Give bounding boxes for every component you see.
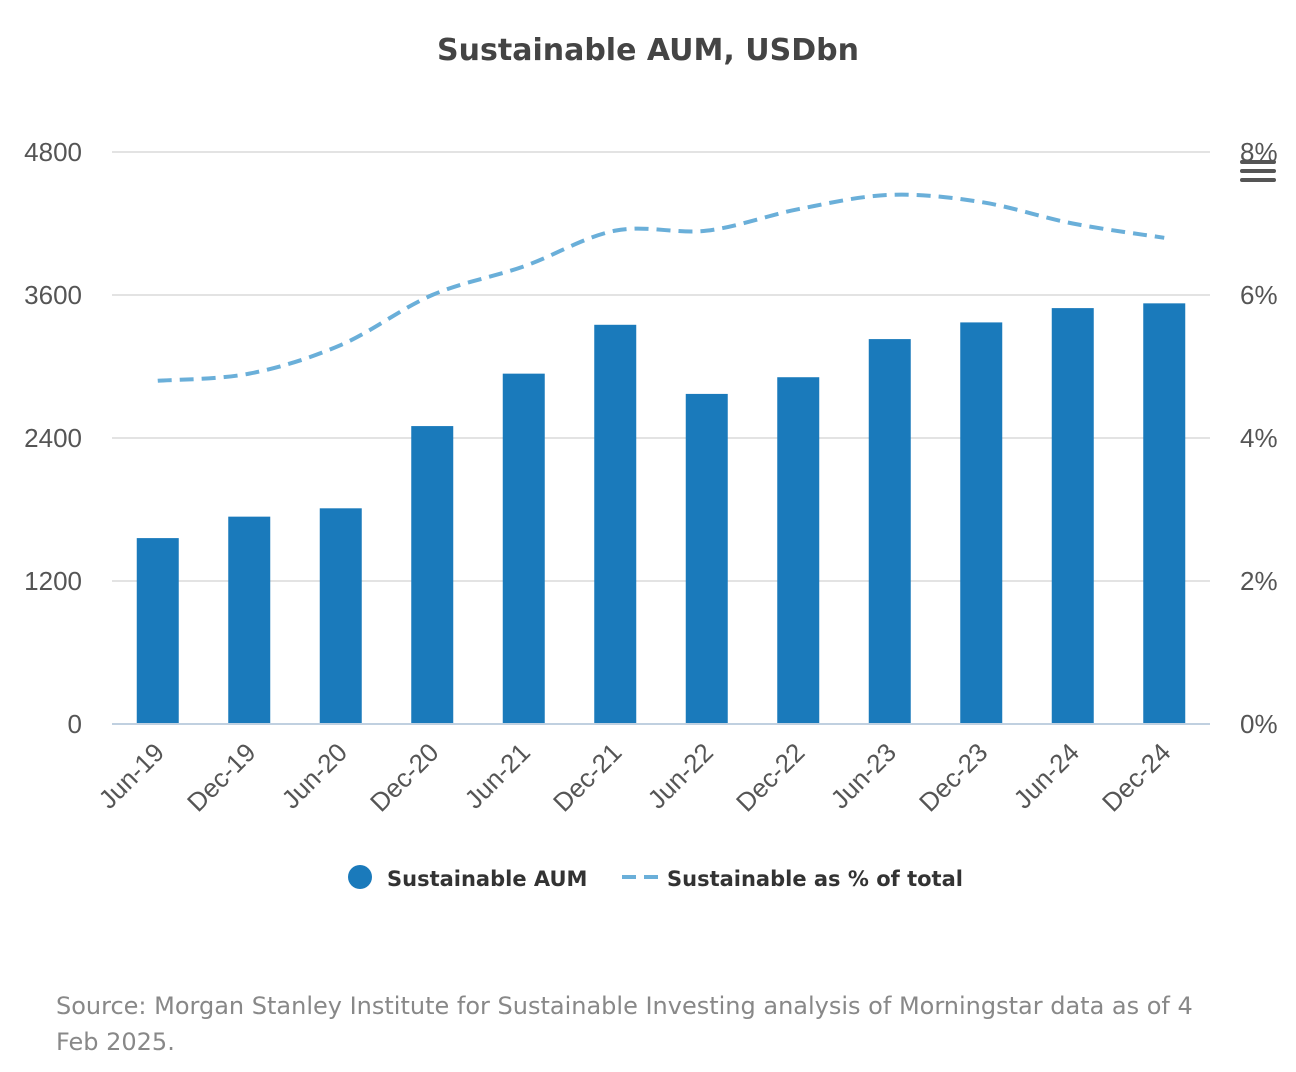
legend-label-bar: Sustainable AUM [387, 867, 587, 891]
bar [594, 324, 637, 724]
y-left-tick-label: 2400 [24, 423, 82, 453]
bar [411, 426, 454, 724]
x-tick-label: Dec-24 [1096, 737, 1176, 817]
bar [319, 508, 362, 724]
bar [1051, 308, 1094, 724]
x-tick-label: Jun-21 [459, 737, 536, 814]
y-right-tick-label: 4% [1240, 423, 1278, 453]
x-tick-label: Jun-19 [93, 737, 170, 814]
y-right-tick-label: 2% [1240, 566, 1278, 596]
x-tick-label: Dec-23 [913, 737, 993, 817]
hamburger-menu-icon[interactable] [1240, 160, 1276, 188]
bar [228, 516, 271, 724]
bar [777, 377, 820, 724]
bar [960, 322, 1003, 724]
x-tick-label: Jun-20 [276, 737, 353, 814]
bar [1143, 303, 1186, 724]
bar [502, 373, 545, 724]
line-series-path [157, 192, 1165, 383]
x-tick-label: Jun-22 [642, 737, 719, 814]
x-tick-label: Jun-24 [1008, 737, 1085, 814]
y-right-tick-label: 0% [1240, 709, 1278, 739]
legend-marker-bar [348, 865, 372, 889]
y-left-tick-label: 1200 [24, 566, 82, 596]
bar [136, 538, 179, 724]
bar [685, 393, 728, 724]
bar-series [136, 303, 1186, 724]
x-tick-label: Dec-19 [181, 737, 261, 817]
legend-label-line: Sustainable as % of total [667, 867, 963, 891]
gridlines [112, 151, 1210, 582]
y-left-tick-label: 4800 [24, 137, 82, 167]
legend: Sustainable AUM Sustainable as % of total [348, 865, 963, 891]
x-tick-label: Dec-21 [547, 737, 627, 817]
line-series [157, 192, 1165, 383]
source-note: Source: Morgan Stanley Institute for Sus… [56, 992, 1193, 1056]
y-left-tick-label: 0 [68, 709, 82, 739]
y-left-tick-label: 3600 [24, 280, 82, 310]
x-tick-label: Dec-22 [730, 737, 810, 817]
x-tick-label: Dec-20 [364, 737, 444, 817]
bar [868, 339, 911, 724]
y-right-tick-label: 6% [1240, 280, 1278, 310]
chart-title: Sustainable AUM, USDbn [437, 33, 859, 68]
x-tick-label: Jun-23 [825, 737, 902, 814]
